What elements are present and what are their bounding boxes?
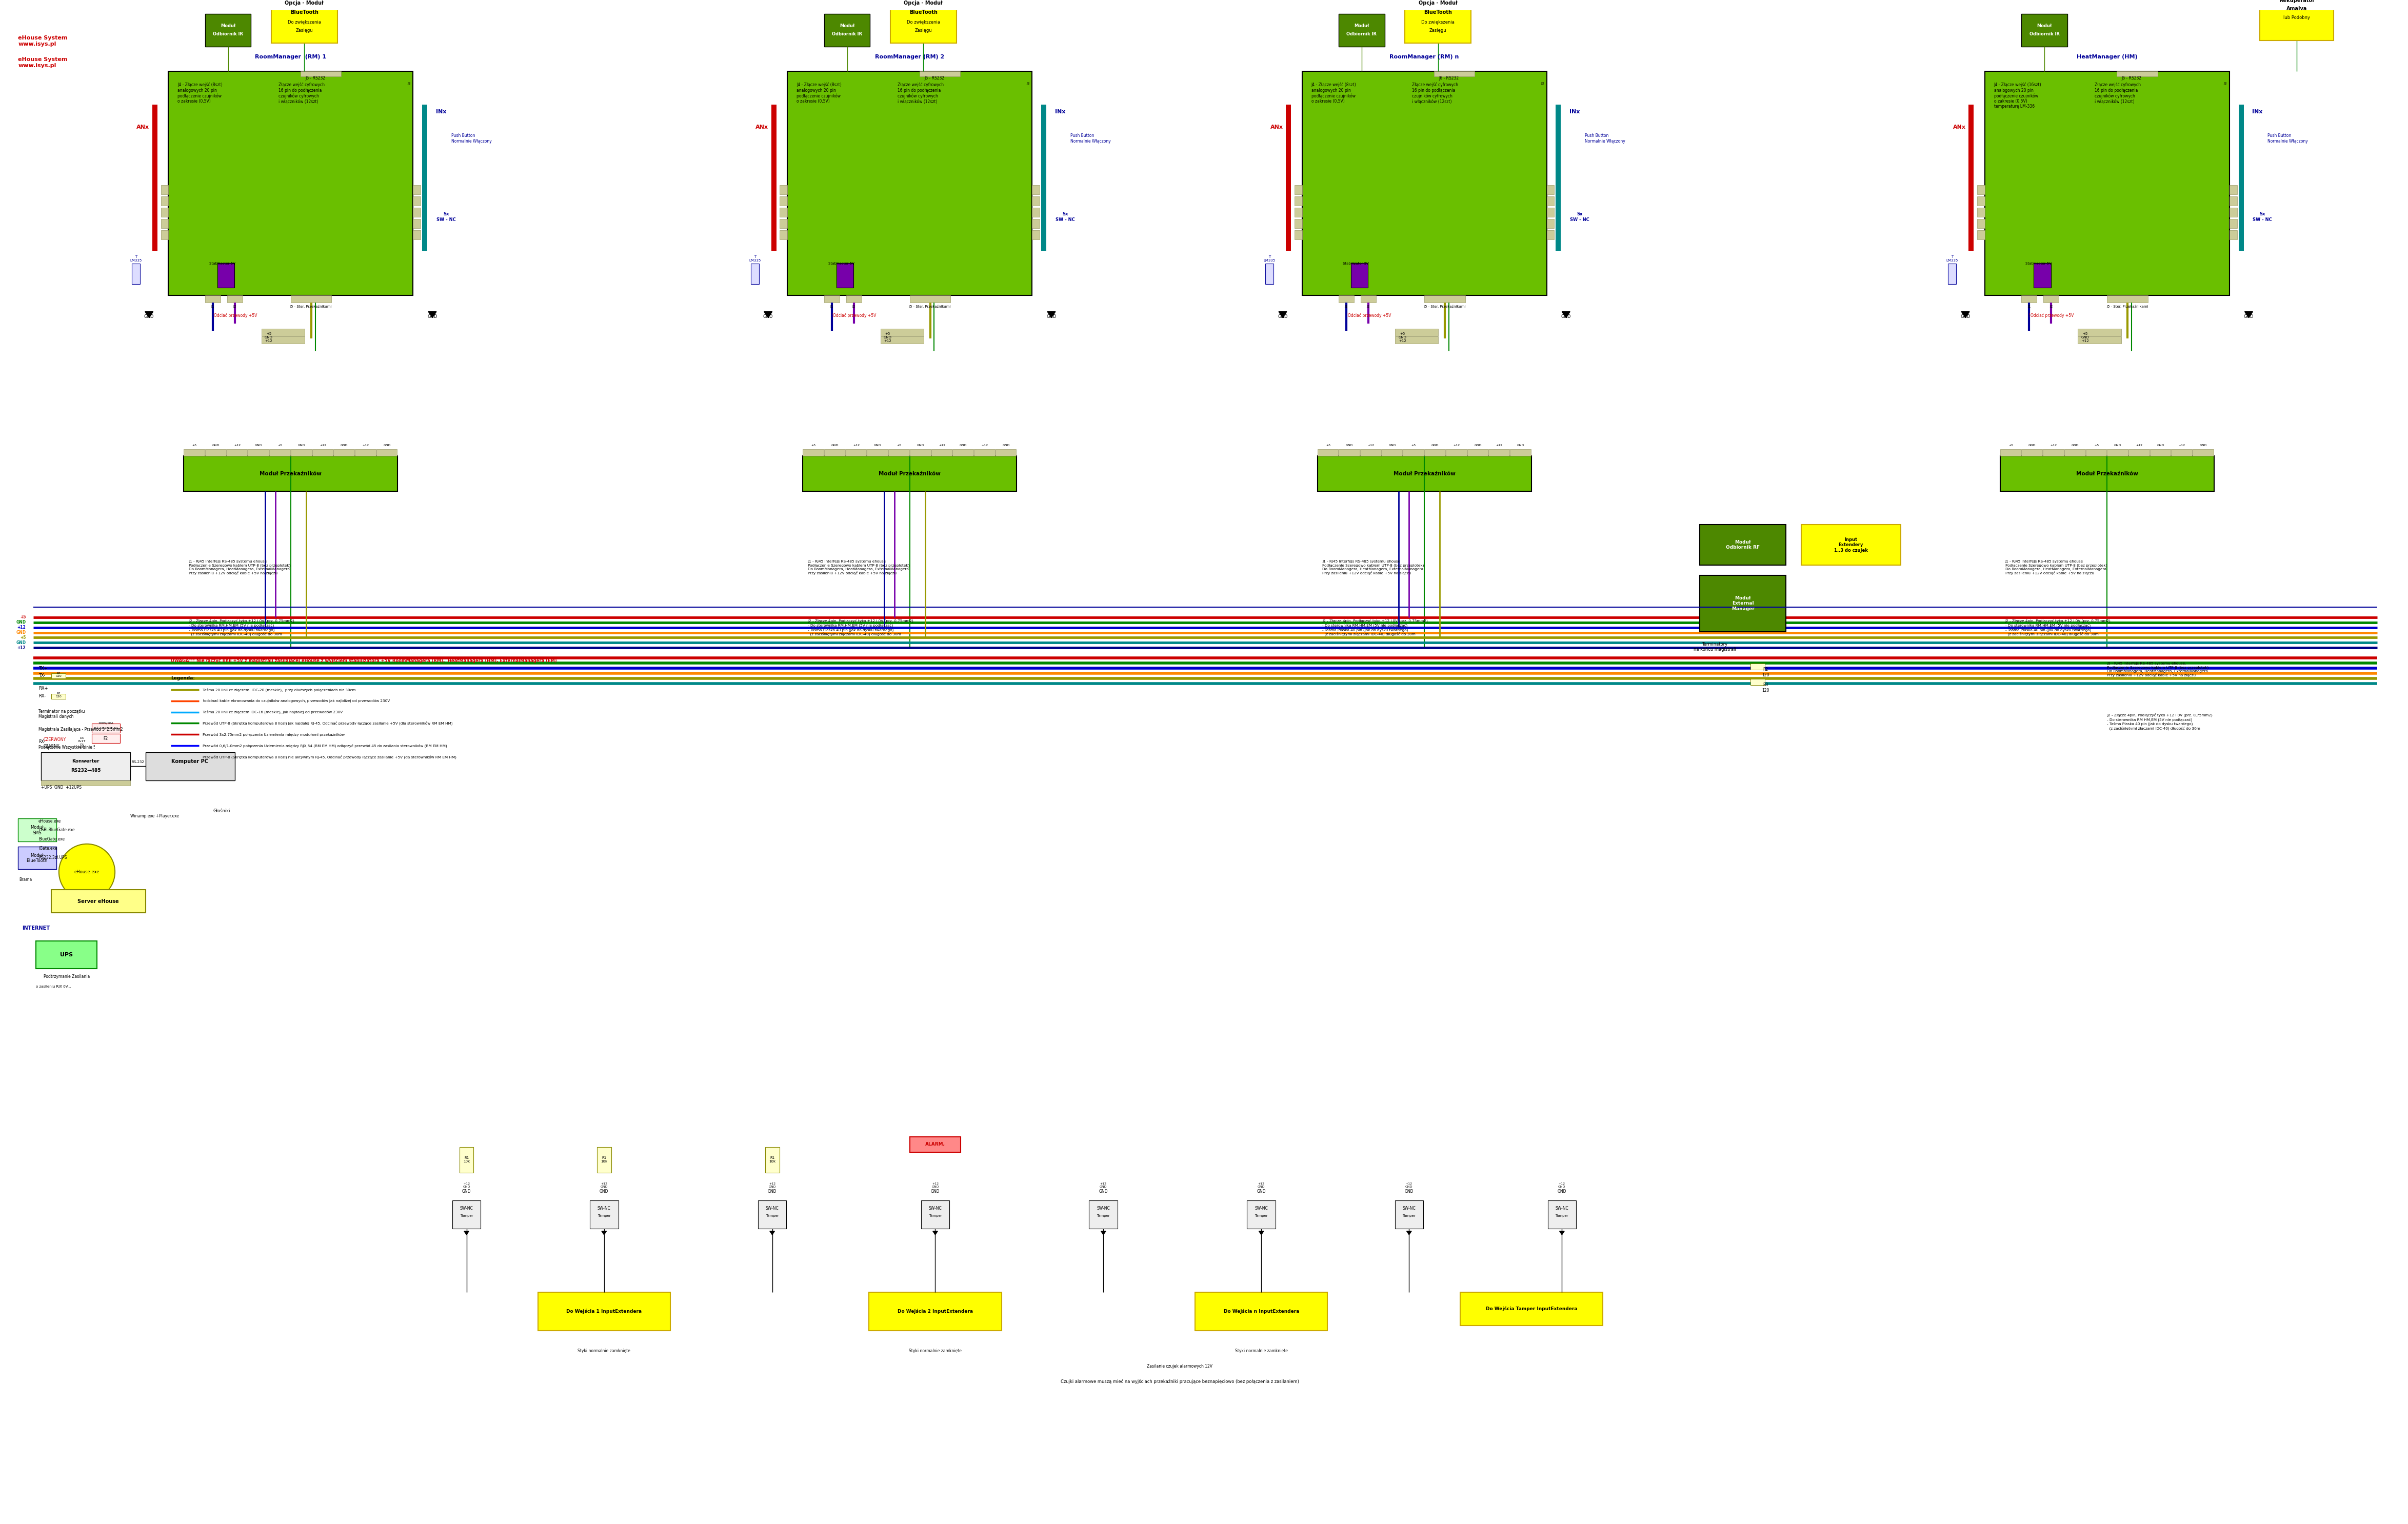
Text: GND: GND <box>1098 1189 1108 1193</box>
Text: Tamper: Tamper <box>1255 1215 1269 1218</box>
FancyBboxPatch shape <box>205 14 250 47</box>
Text: Stabilizator 5V: Stabilizator 5V <box>1344 262 1368 265</box>
FancyBboxPatch shape <box>262 337 306 344</box>
FancyBboxPatch shape <box>51 890 144 913</box>
Text: INx: INx <box>1570 110 1580 114</box>
Text: J4 - Złącze wejść (8szt)
analogowych 20 pin
podłączenie czujników
o zakresie (0,: J4 - Złącze wejść (8szt) analogowych 20 … <box>1312 82 1356 104</box>
Text: J2: J2 <box>2049 305 2052 308</box>
Text: !odcinać kable ekranowania do czujników analogowych, przewodów jak najbliżej od : !odcinać kable ekranowania do czujników … <box>202 700 390 703</box>
FancyBboxPatch shape <box>1247 1201 1276 1228</box>
FancyBboxPatch shape <box>954 450 973 456</box>
Text: Moduł: Moduł <box>222 24 236 29</box>
Text: GND: GND <box>17 631 26 636</box>
Text: +5
GND
+12: +5 GND +12 <box>884 332 891 343</box>
Text: +12
GND: +12 GND <box>932 1183 939 1189</box>
FancyBboxPatch shape <box>889 450 910 456</box>
Text: ANx: ANx <box>756 125 768 130</box>
FancyBboxPatch shape <box>301 72 342 76</box>
FancyBboxPatch shape <box>1546 230 1553 239</box>
Text: J2 - Złącze 4pin, Podłączyć tyko +12 i 0V (prz. 0,75mm2)
- Do sterownika RM,HM,E: J2 - Złącze 4pin, Podłączyć tyko +12 i 0… <box>1322 619 1428 636</box>
FancyBboxPatch shape <box>41 780 130 785</box>
Text: Do zwiększenia: Do zwiększenia <box>287 20 320 24</box>
FancyBboxPatch shape <box>1194 1292 1327 1330</box>
Text: J1 - RJ45 Interfejs RS-485 systemu ehouse
Podłączenie Szeregowo kablem UTP-8 (be: J1 - RJ45 Interfejs RS-485 systemu ehous… <box>807 561 910 575</box>
Text: INTERNET: INTERNET <box>22 925 51 931</box>
Text: Moduł Przekaźników: Moduł Przekaźników <box>1394 471 1454 475</box>
Text: Przewód 0,6/1.0mm2 połączenia Uziemienia między RJX,54 (RM EM HM) odłączyć przew: Przewód 0,6/1.0mm2 połączenia Uziemienia… <box>202 744 448 748</box>
Text: GND: GND <box>1517 445 1524 447</box>
FancyBboxPatch shape <box>910 450 929 456</box>
FancyBboxPatch shape <box>881 337 925 344</box>
FancyBboxPatch shape <box>51 693 65 700</box>
Text: J1 - RJ45 Interfejs RS-485 systemu ehouse
Podłączenie Szeregowo kablem UTP-8 (be: J1 - RJ45 Interfejs RS-485 systemu ehous… <box>188 561 291 575</box>
Text: BlueTooth: BlueTooth <box>291 9 318 15</box>
Text: +12
GND: +12 GND <box>1406 1183 1413 1189</box>
Text: +12: +12 <box>1368 445 1375 447</box>
FancyBboxPatch shape <box>313 450 332 456</box>
FancyBboxPatch shape <box>2107 450 2129 456</box>
FancyBboxPatch shape <box>161 186 169 195</box>
FancyBboxPatch shape <box>973 450 995 456</box>
Text: Moduł: Moduł <box>2037 24 2052 29</box>
Text: J5 - Ster. Przekaźnikami: J5 - Ster. Przekaźnikami <box>2107 305 2148 308</box>
FancyBboxPatch shape <box>1351 264 1368 288</box>
FancyBboxPatch shape <box>161 197 169 206</box>
Text: SW-NC: SW-NC <box>597 1205 612 1210</box>
FancyBboxPatch shape <box>132 264 140 283</box>
FancyBboxPatch shape <box>183 450 205 456</box>
FancyBboxPatch shape <box>1339 296 1353 302</box>
FancyBboxPatch shape <box>2085 450 2107 456</box>
Text: RoomManager (RM) n: RoomManager (RM) n <box>1389 55 1459 59</box>
FancyBboxPatch shape <box>41 753 130 780</box>
FancyBboxPatch shape <box>1286 105 1291 250</box>
Text: R1
10k: R1 10k <box>768 1157 775 1163</box>
Text: !Odciać przewody +5V: !Odciać przewody +5V <box>212 314 258 319</box>
Text: Odbiornik IR: Odbiornik IR <box>212 32 243 37</box>
Text: J1 - RJ45 Interfejs RS-485 systemu ehouse
Podłączenie Szeregowo kablem UTP-8 (be: J1 - RJ45 Interfejs RS-485 systemu ehous… <box>1322 561 1423 575</box>
FancyBboxPatch shape <box>205 296 222 302</box>
Text: Do Wejścia 1 InputExtendera: Do Wejścia 1 InputExtendera <box>566 1309 643 1314</box>
Text: Styki normalnie zamknięte: Styki normalnie zamknięte <box>578 1349 631 1353</box>
FancyBboxPatch shape <box>2230 207 2237 216</box>
Text: +12: +12 <box>1452 445 1459 447</box>
Text: iGate.exe: iGate.exe <box>39 846 58 850</box>
FancyBboxPatch shape <box>1488 450 1510 456</box>
Polygon shape <box>932 1231 937 1234</box>
Polygon shape <box>429 311 436 317</box>
Text: Tamper: Tamper <box>766 1215 778 1218</box>
Text: GND: GND <box>2028 445 2035 447</box>
Text: Terminatory
na końcu magistrali: Terminatory na końcu magistrali <box>1693 642 1736 652</box>
Polygon shape <box>1406 1231 1411 1234</box>
FancyBboxPatch shape <box>802 450 824 456</box>
Text: +12: +12 <box>361 445 368 447</box>
Text: !Odciać przewody +5V: !Odciać przewody +5V <box>2030 314 2073 319</box>
FancyBboxPatch shape <box>1361 450 1382 456</box>
Text: !Odciać przewody +5V: !Odciać przewody +5V <box>1346 314 1392 319</box>
Text: CZARNY: CZARNY <box>43 744 60 748</box>
FancyBboxPatch shape <box>1264 264 1274 283</box>
FancyBboxPatch shape <box>910 296 951 302</box>
FancyBboxPatch shape <box>910 1137 961 1152</box>
Text: J1: J1 <box>2028 305 2030 308</box>
Text: +12: +12 <box>939 445 946 447</box>
FancyBboxPatch shape <box>2078 337 2121 344</box>
Text: Zasilanie czujek alarmowych 12V: Zasilanie czujek alarmowych 12V <box>1146 1364 1214 1369</box>
Polygon shape <box>1047 311 1055 317</box>
Text: GND: GND <box>1404 1189 1413 1193</box>
Text: J2: J2 <box>234 305 236 308</box>
FancyBboxPatch shape <box>1751 678 1765 684</box>
Text: Tamper: Tamper <box>460 1215 472 1218</box>
FancyBboxPatch shape <box>1967 105 1975 250</box>
FancyBboxPatch shape <box>2239 105 2244 250</box>
Text: +12: +12 <box>320 445 325 447</box>
FancyBboxPatch shape <box>272 0 337 43</box>
Text: Push Button
Normalnie Włączony: Push Button Normalnie Włączony <box>1069 134 1110 143</box>
Polygon shape <box>1563 311 1570 317</box>
FancyBboxPatch shape <box>920 72 961 76</box>
FancyBboxPatch shape <box>1317 450 1339 456</box>
Text: GND: GND <box>1560 314 1570 319</box>
Text: BlueGate.exe: BlueGate.exe <box>39 837 65 841</box>
FancyBboxPatch shape <box>1296 207 1303 216</box>
Text: +5: +5 <box>896 445 901 447</box>
Text: J1: J1 <box>1344 305 1348 308</box>
